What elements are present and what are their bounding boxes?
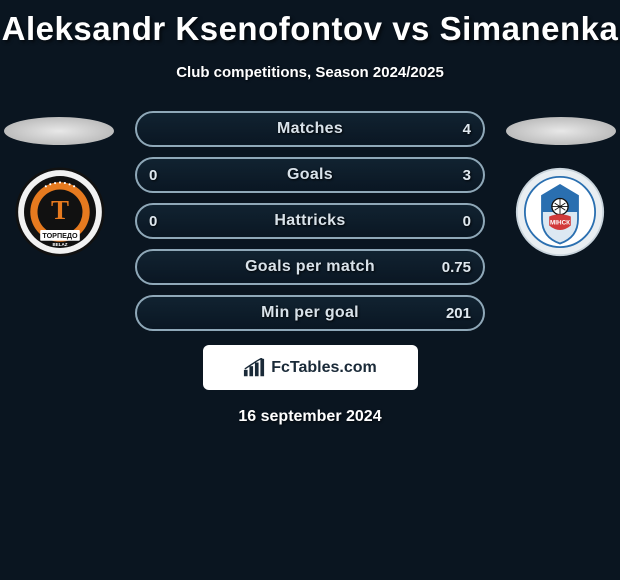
right-ellipse-decor xyxy=(506,117,616,145)
stat-row-matches: Matches 4 xyxy=(135,111,485,147)
stats-container: Matches 4 0 Goals 3 0 Hattricks 0 Goals … xyxy=(135,111,485,341)
stat-right-value: 4 xyxy=(463,121,471,138)
page-title: Aleksandr Ksenofontov vs Simanenka xyxy=(0,0,620,48)
stat-row-min-per-goal: Min per goal 201 xyxy=(135,295,485,331)
stat-row-goals: 0 Goals 3 xyxy=(135,157,485,193)
stat-right-value: 3 xyxy=(463,167,471,184)
subtitle: Club competitions, Season 2024/2025 xyxy=(0,64,620,81)
svg-text:МІНСК: МІНСК xyxy=(550,220,570,227)
bar-chart-icon xyxy=(243,358,265,378)
comparison-area: T • • • • • • • ТОРПЕДО BELAZ МІНСК Matc… xyxy=(0,111,620,341)
torpedo-badge-icon: T • • • • • • • ТОРПЕДО BELAZ xyxy=(15,167,105,257)
stat-label: Hattricks xyxy=(274,212,345,230)
left-ellipse-decor xyxy=(4,117,114,145)
stat-label: Goals xyxy=(287,166,333,184)
brand-text: FcTables.com xyxy=(271,359,377,377)
brand-box[interactable]: FcTables.com xyxy=(203,345,418,390)
stat-left-value: 0 xyxy=(149,167,157,184)
stat-row-hattricks: 0 Hattricks 0 xyxy=(135,203,485,239)
svg-text:T: T xyxy=(51,195,69,225)
stat-right-value: 0.75 xyxy=(442,259,471,276)
svg-text:BELAZ: BELAZ xyxy=(53,242,68,247)
stat-right-value: 201 xyxy=(446,305,471,322)
stat-row-goals-per-match: Goals per match 0.75 xyxy=(135,249,485,285)
stat-label: Goals per match xyxy=(245,258,375,276)
stat-label: Matches xyxy=(277,120,343,138)
right-club-badge: МІНСК xyxy=(515,167,605,257)
stat-label: Min per goal xyxy=(261,304,359,322)
stat-right-value: 0 xyxy=(463,213,471,230)
svg-text:ТОРПЕДО: ТОРПЕДО xyxy=(42,231,78,240)
left-club-badge: T • • • • • • • ТОРПЕДО BELAZ xyxy=(15,167,105,257)
stat-left-value: 0 xyxy=(149,213,157,230)
date-text: 16 september 2024 xyxy=(0,408,620,426)
minsk-badge-icon: МІНСК xyxy=(515,167,605,257)
